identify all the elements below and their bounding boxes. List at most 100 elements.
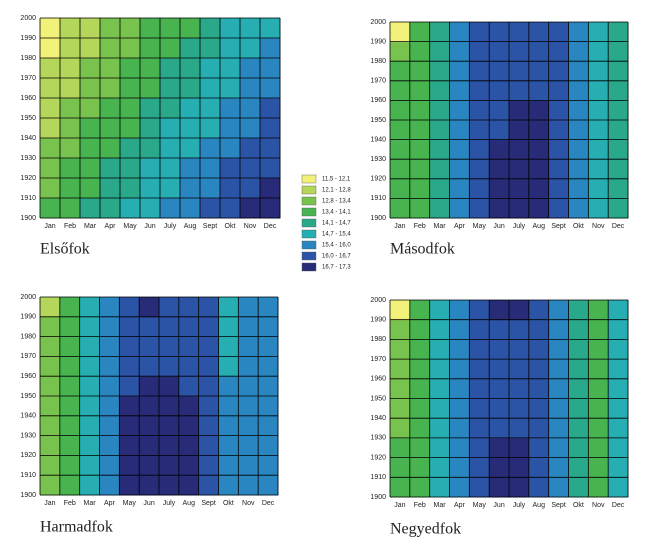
contour-cell	[260, 38, 281, 59]
contour-cell	[200, 118, 221, 139]
contour-cell	[390, 139, 411, 160]
contour-cell	[588, 477, 609, 498]
y-tick-label: 1930	[370, 156, 386, 163]
contour-cell	[200, 178, 221, 199]
contour-cell	[40, 178, 61, 199]
contour-cell	[429, 477, 450, 498]
contour-cell	[429, 100, 450, 121]
contour-cell	[489, 398, 510, 419]
legend-label: 12,8 - 13,4	[322, 199, 351, 205]
contour-cell	[390, 457, 411, 478]
y-tick-label: 1990	[370, 317, 386, 324]
contour-cell	[59, 297, 81, 318]
contour-cell	[429, 41, 450, 62]
contour-cell	[489, 437, 510, 459]
contour-cell	[218, 475, 239, 496]
x-tick-label: Nov	[244, 223, 257, 230]
contour-cell	[528, 80, 550, 101]
x-tick-label: Jan	[394, 502, 405, 509]
contour-cell	[238, 297, 259, 318]
contour-cell	[119, 297, 140, 318]
y-tick-label: 1990	[20, 35, 36, 42]
contour-cell	[60, 138, 81, 159]
contour-cell	[99, 336, 120, 357]
contour-cell	[200, 198, 221, 219]
contour-cell	[528, 178, 550, 199]
contour-cell	[220, 58, 241, 79]
contour-cell	[409, 198, 431, 219]
contour-cell	[238, 376, 259, 397]
contour-cell	[608, 198, 629, 219]
contour-cell	[119, 316, 140, 338]
contour-cell	[429, 359, 450, 380]
y-tick-label: 1930	[370, 435, 386, 442]
contour-cell	[240, 58, 261, 79]
contour-cell	[159, 396, 180, 417]
y-tick-label: 1970	[20, 75, 36, 82]
contour-cell	[238, 336, 259, 357]
contour-cell	[100, 138, 121, 159]
x-tick-label: May	[473, 223, 487, 230]
contour-cell	[608, 477, 629, 498]
contour-cell	[40, 158, 61, 179]
contour-cell	[469, 198, 490, 219]
contour-cell	[608, 159, 629, 180]
y-tick-label: 1990	[20, 314, 36, 321]
contour-cell	[528, 22, 550, 43]
contour-cell	[220, 38, 241, 59]
contour-cell	[159, 336, 180, 357]
contour-cell	[588, 319, 609, 340]
x-tick-label: Jan	[394, 223, 405, 230]
contour-cell	[528, 100, 550, 121]
contour-cell	[218, 316, 239, 338]
contour-cell	[180, 198, 201, 219]
contour-cell	[548, 139, 569, 160]
contour-cell	[198, 376, 219, 397]
contour-cell	[79, 415, 100, 437]
contour-cell	[390, 22, 411, 43]
contour-cell	[409, 418, 431, 439]
contour-cell	[178, 336, 200, 357]
contour-cell	[218, 297, 239, 318]
contour-cell	[220, 158, 241, 179]
contour-cell	[568, 418, 589, 439]
contour-cell	[489, 418, 510, 439]
legend-swatch	[301, 240, 317, 250]
contour-cell	[100, 78, 121, 99]
contour-cell	[59, 396, 81, 417]
y-tick-label: 1920	[20, 175, 36, 182]
contour-cell	[528, 300, 550, 321]
x-tick-label: July	[513, 502, 526, 509]
y-tick-label: 1940	[20, 135, 36, 142]
y-tick-label: 1970	[370, 78, 386, 85]
y-tick-label: 1900	[20, 215, 36, 222]
contour-cell	[238, 435, 259, 456]
x-tick-label: Feb	[64, 500, 76, 507]
contour-cell	[509, 339, 530, 360]
contour-cell	[140, 78, 161, 99]
contour-cell	[139, 415, 160, 437]
contour-cell	[390, 359, 411, 380]
contour-cell	[160, 138, 181, 159]
contour-cell	[220, 138, 241, 159]
y-tick-label: 1990	[370, 38, 386, 45]
contour-cell	[60, 178, 81, 199]
contour-cell	[200, 58, 221, 79]
contour-cell	[409, 359, 431, 380]
contour-cell	[40, 455, 61, 476]
contour-cell	[258, 376, 279, 397]
contour-cell	[119, 475, 140, 496]
contour-cell	[588, 339, 609, 360]
contour-cell	[568, 300, 589, 321]
contour-cell	[258, 336, 279, 357]
contour-cell	[568, 457, 589, 478]
contour-cell	[218, 396, 239, 417]
contour-cell	[489, 378, 510, 399]
y-tick-label: 1910	[20, 195, 36, 202]
contour-cell	[120, 138, 141, 159]
contour-cell	[449, 378, 470, 399]
contour-cell	[160, 98, 181, 119]
contour-cell	[160, 158, 181, 179]
legend-swatch	[301, 196, 317, 206]
contour-cell	[390, 398, 411, 419]
